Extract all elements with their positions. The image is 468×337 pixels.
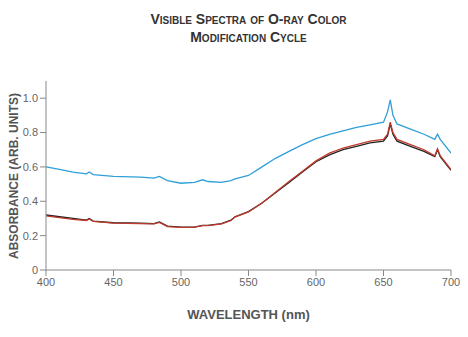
svg-text:0.4: 0.4 [23, 195, 38, 207]
svg-text:650: 650 [374, 276, 392, 288]
svg-text:1.0: 1.0 [23, 92, 38, 104]
svg-text:0.8: 0.8 [23, 126, 38, 138]
svg-text:0.6: 0.6 [23, 161, 38, 173]
svg-text:550: 550 [239, 276, 257, 288]
svg-text:600: 600 [307, 276, 325, 288]
html-text:Visible Spectra of O-ray Color: Visible Spectra of O-ray Color Modificat… [150, 11, 347, 45]
svg-text:700: 700 [442, 276, 460, 288]
html-text:ABSORBANCE (ARB. UNITS): ABSORBANCE (ARB. UNITS) [7, 92, 21, 259]
svg-text:450: 450 [104, 276, 122, 288]
svg-text:400: 400 [37, 276, 55, 288]
svg-text:0.2: 0.2 [23, 230, 38, 242]
html-text:WAVELENGTH (nm): WAVELENGTH (nm) [187, 307, 310, 322]
svg-text:500: 500 [172, 276, 190, 288]
svg-text:0: 0 [32, 264, 38, 276]
